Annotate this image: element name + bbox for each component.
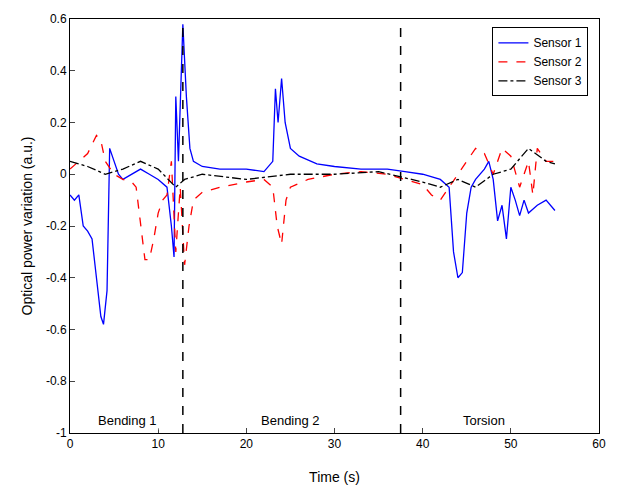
svg-text:30: 30 <box>328 437 342 451</box>
svg-text:-0.4: -0.4 <box>46 271 67 285</box>
svg-text:-1: -1 <box>56 426 67 440</box>
svg-text:Bending 2: Bending 2 <box>261 413 320 428</box>
svg-text:Sensor 2: Sensor 2 <box>533 55 581 69</box>
svg-text:0.4: 0.4 <box>50 64 67 78</box>
svg-text:50: 50 <box>504 437 518 451</box>
svg-text:-0.6: -0.6 <box>46 323 67 337</box>
svg-text:10: 10 <box>151 437 165 451</box>
svg-text:40: 40 <box>416 437 430 451</box>
svg-text:Torsion: Torsion <box>463 413 505 428</box>
svg-text:0: 0 <box>60 167 67 181</box>
svg-text:Bending 1: Bending 1 <box>98 413 157 428</box>
svg-text:Sensor 3: Sensor 3 <box>533 74 581 88</box>
svg-text:Sensor 1: Sensor 1 <box>533 36 581 50</box>
svg-text:-0.8: -0.8 <box>46 374 67 388</box>
svg-text:0.6: 0.6 <box>50 12 67 26</box>
svg-text:60: 60 <box>592 437 606 451</box>
svg-text:20: 20 <box>240 437 254 451</box>
svg-text:0.2: 0.2 <box>50 116 67 130</box>
svg-text:Optical power variation (a.u.): Optical power variation (a.u.) <box>19 137 35 316</box>
svg-text:0: 0 <box>67 437 74 451</box>
svg-text:-0.2: -0.2 <box>46 219 67 233</box>
svg-text:Time (s): Time (s) <box>309 469 360 485</box>
